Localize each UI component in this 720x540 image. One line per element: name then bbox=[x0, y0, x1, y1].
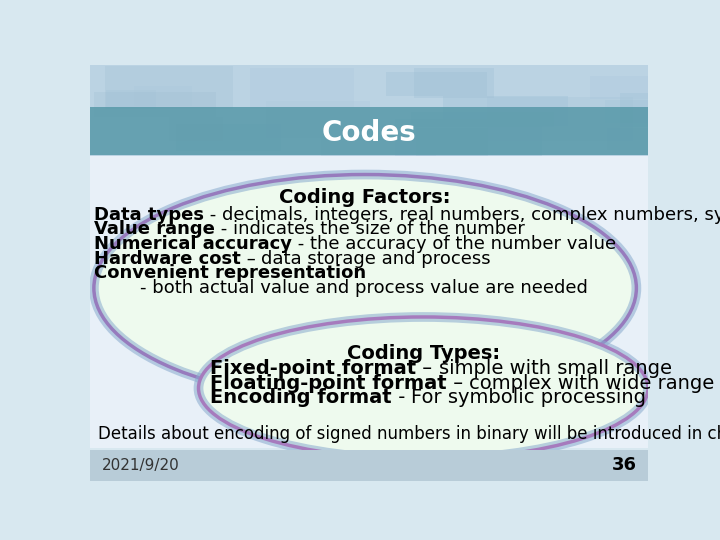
Text: Codes: Codes bbox=[322, 119, 416, 146]
FancyBboxPatch shape bbox=[395, 119, 542, 164]
FancyBboxPatch shape bbox=[169, 117, 223, 141]
FancyBboxPatch shape bbox=[94, 92, 215, 117]
Text: Details about encoding of signed numbers in binary will be introduced in chapter: Details about encoding of signed numbers… bbox=[98, 425, 720, 443]
Text: Convenient representation: Convenient representation bbox=[94, 264, 366, 282]
FancyBboxPatch shape bbox=[487, 97, 634, 141]
Text: indicates the size of the number: indicates the size of the number bbox=[233, 220, 525, 238]
Text: –: – bbox=[240, 249, 261, 268]
FancyBboxPatch shape bbox=[607, 128, 720, 150]
Text: Hardware cost: Hardware cost bbox=[94, 249, 240, 268]
FancyBboxPatch shape bbox=[414, 68, 494, 98]
Text: - both actual value and process value are needed: - both actual value and process value ar… bbox=[94, 279, 588, 297]
Text: Fixed-point format: Fixed-point format bbox=[210, 359, 416, 378]
Text: -: - bbox=[292, 235, 310, 253]
FancyBboxPatch shape bbox=[106, 90, 156, 110]
Text: data storage and process: data storage and process bbox=[261, 249, 491, 268]
FancyBboxPatch shape bbox=[90, 156, 648, 448]
FancyBboxPatch shape bbox=[321, 137, 436, 159]
FancyBboxPatch shape bbox=[90, 107, 648, 155]
FancyBboxPatch shape bbox=[90, 450, 648, 481]
FancyBboxPatch shape bbox=[620, 93, 670, 127]
Text: Coding Factors:: Coding Factors: bbox=[279, 188, 451, 207]
FancyBboxPatch shape bbox=[416, 128, 488, 159]
FancyBboxPatch shape bbox=[266, 101, 370, 138]
FancyBboxPatch shape bbox=[605, 100, 720, 123]
Ellipse shape bbox=[199, 317, 648, 460]
Text: -: - bbox=[392, 388, 411, 407]
FancyBboxPatch shape bbox=[386, 72, 487, 96]
FancyBboxPatch shape bbox=[444, 96, 568, 126]
Text: simple with small range: simple with small range bbox=[438, 359, 672, 378]
Text: -: - bbox=[204, 206, 222, 224]
Text: 36: 36 bbox=[611, 456, 636, 474]
Text: decimals, integers, real numbers, complex numbers, symbol: decimals, integers, real numbers, comple… bbox=[222, 206, 720, 224]
Text: -: - bbox=[215, 220, 233, 238]
FancyBboxPatch shape bbox=[411, 112, 554, 127]
Text: Value range: Value range bbox=[94, 220, 215, 238]
FancyBboxPatch shape bbox=[590, 76, 687, 99]
Text: –: – bbox=[446, 374, 469, 393]
FancyBboxPatch shape bbox=[251, 68, 354, 110]
Text: Numerical accuracy: Numerical accuracy bbox=[94, 235, 292, 253]
Ellipse shape bbox=[94, 174, 636, 402]
Text: the accuracy of the number value: the accuracy of the number value bbox=[310, 235, 616, 253]
Text: For symbolic processing: For symbolic processing bbox=[411, 388, 647, 407]
FancyBboxPatch shape bbox=[134, 86, 192, 106]
Text: Coding Types:: Coding Types: bbox=[347, 343, 500, 362]
FancyBboxPatch shape bbox=[176, 124, 281, 151]
FancyBboxPatch shape bbox=[90, 65, 648, 157]
Text: Encoding format: Encoding format bbox=[210, 388, 392, 407]
FancyBboxPatch shape bbox=[104, 65, 233, 110]
Text: Data types: Data types bbox=[94, 206, 204, 224]
Text: 2021/9/20: 2021/9/20 bbox=[102, 458, 179, 472]
Text: –: – bbox=[416, 359, 438, 378]
Text: complex with wide range: complex with wide range bbox=[469, 374, 714, 393]
Text: Floating-point format: Floating-point format bbox=[210, 374, 446, 393]
